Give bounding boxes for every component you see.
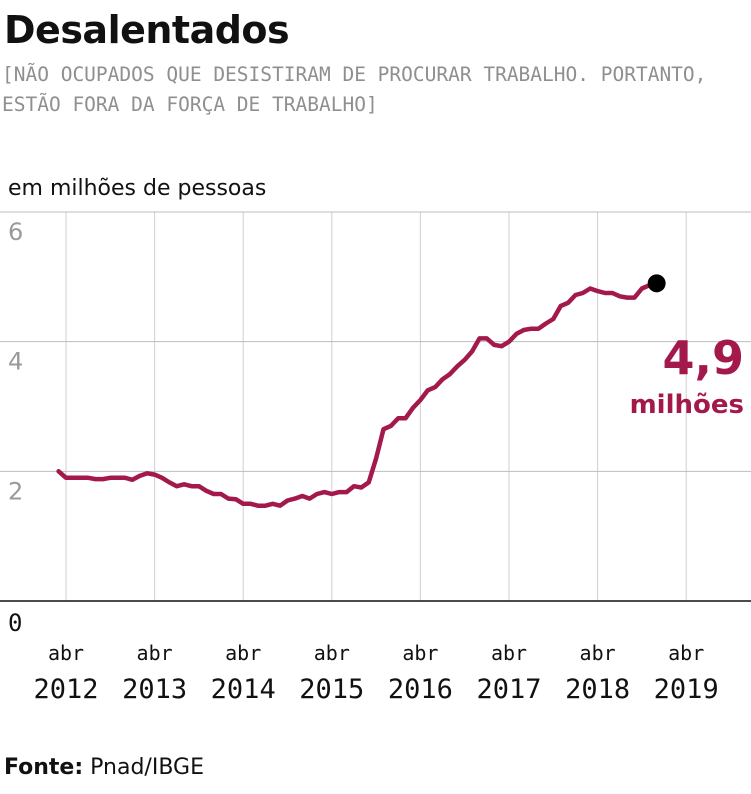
- x-tick-year-label: 2019: [654, 674, 719, 705]
- x-tick-year-label: 2012: [33, 674, 98, 705]
- x-tick-year-label: 2018: [565, 674, 630, 705]
- x-tick-year-label: 2014: [211, 674, 276, 705]
- x-tick-year-label: 2013: [122, 674, 187, 705]
- chart-subtitle: [NÃO OCUPADOS QUE DESISTIRAM DE PROCURAR…: [2, 63, 707, 116]
- x-tick-month-label: abr: [137, 641, 173, 665]
- highlight-value-label: 4,9: [663, 331, 745, 385]
- x-tick-year-label: 2017: [476, 674, 541, 705]
- last-value-marker: [647, 274, 666, 293]
- y-axis-label: em milhões de pessoas: [8, 176, 267, 201]
- series-line: [56, 281, 659, 508]
- x-tick-year-label: 2015: [299, 674, 364, 705]
- x-tick-month-label: abr: [668, 641, 704, 665]
- y-tick-label: 2: [8, 477, 23, 505]
- y-tick-label: 0: [8, 609, 22, 637]
- x-tick-year-label: 2016: [388, 674, 453, 705]
- y-tick-label: 4: [8, 348, 23, 376]
- x-tick-month-label: abr: [402, 641, 438, 665]
- x-tick-month-label: abr: [225, 641, 261, 665]
- y-tick-label: 6: [8, 218, 23, 246]
- highlight-unit-label: milhões: [630, 390, 744, 420]
- x-tick-month-label: abr: [48, 641, 84, 665]
- x-tick-month-label: abr: [314, 641, 350, 665]
- source-value: Pnad/IBGE: [83, 755, 204, 780]
- source-label: Fonte:: [4, 755, 84, 780]
- x-tick-month-label: abr: [491, 641, 527, 665]
- x-tick-month-label: abr: [580, 641, 616, 665]
- source-note: Fonte: Pnad/IBGE: [4, 755, 204, 780]
- chart-title: Desalentados: [4, 8, 290, 52]
